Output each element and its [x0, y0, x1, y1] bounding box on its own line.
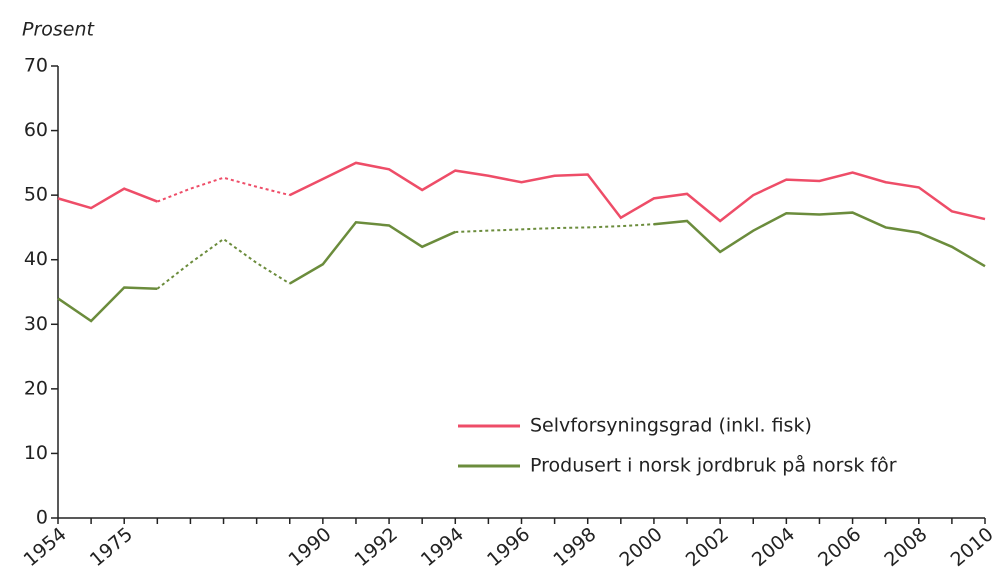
y-tick-label: 10: [24, 442, 48, 464]
y-tick-label: 50: [24, 184, 48, 206]
y-tick-label: 20: [24, 377, 48, 399]
x-tick-label: 1994: [417, 523, 468, 571]
legend-label: Produsert i norsk jordbruk på norsk fôr: [530, 454, 897, 477]
x-tick-label: 1998: [549, 523, 600, 571]
x-tick-label: 1992: [351, 523, 402, 571]
y-axis-label: Prosent: [22, 19, 96, 41]
line-dashed: [455, 223, 654, 233]
x-tick-label: 2010: [947, 523, 994, 571]
line: [289, 220, 456, 285]
x-tick-label: 2002: [682, 523, 733, 571]
x-tick-label: 1954: [20, 523, 71, 571]
y-tick-label: 70: [24, 55, 48, 77]
x-tick-label: 2006: [814, 523, 865, 571]
y-tick-label: 30: [24, 313, 48, 335]
line-dashed: [156, 237, 291, 290]
x-tick-label: 2004: [748, 523, 799, 571]
line: [57, 187, 158, 210]
y-tick-label: 0: [36, 507, 48, 529]
x-tick-label: 1975: [86, 523, 137, 571]
x-tick-label: 2008: [880, 523, 931, 571]
line: [289, 161, 986, 223]
line: [653, 211, 986, 268]
y-tick-label: 60: [24, 119, 48, 141]
line: [57, 286, 158, 323]
x-tick-label: 1990: [284, 523, 335, 571]
y-tick-label: 40: [24, 248, 48, 270]
x-tick-label: 2000: [615, 523, 666, 571]
x-tick-label: 1996: [483, 523, 534, 571]
legend-label: Selvforsyningsgrad (inkl. fisk): [530, 415, 812, 437]
line-dashed: [156, 176, 290, 203]
